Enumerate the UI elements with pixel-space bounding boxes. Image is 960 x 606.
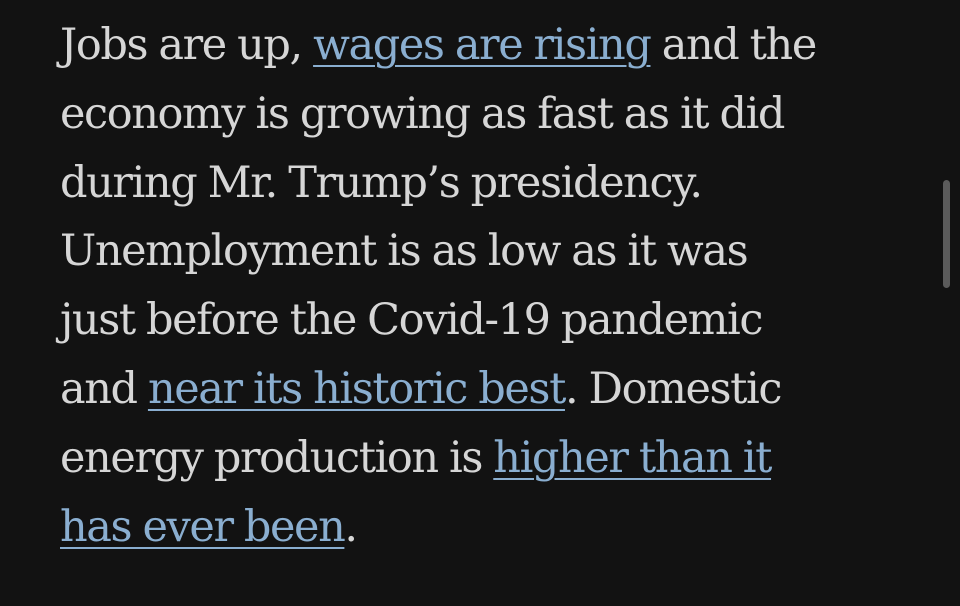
article-paragraph: Jobs are up, wages are rising and the ec… <box>60 11 920 561</box>
text-run: and <box>60 363 148 414</box>
link-higher-than-it-has-ever-been-continued[interactable]: has ever been <box>60 501 346 552</box>
paragraph-line-1: Jobs are up, wages are rising and the <box>60 11 920 80</box>
link-higher-than-it-has-ever-been[interactable]: higher than it <box>493 432 772 483</box>
text-run: and the <box>650 20 818 70</box>
paragraph-line-3: during Mr. Trump’s presidency. <box>60 157 703 208</box>
text-run: Jobs are up, <box>60 20 314 70</box>
link-near-its-historic-best[interactable]: near its historic best <box>147 363 566 414</box>
paragraph-line-6: and near its historic best. Domestic <box>60 355 920 424</box>
text-run: . Domestic <box>564 363 783 414</box>
paragraph-line-7: energy production is higher than it <box>60 424 920 493</box>
text-run: . <box>344 501 358 552</box>
link-wages-are-rising[interactable]: wages are rising <box>313 20 652 70</box>
paragraph-line-5: just before the Covid-19 pandemic <box>60 295 763 346</box>
paragraph-line-8: has ever been. <box>60 493 920 562</box>
paragraph-line-2: economy is growing as fast as it did <box>60 88 785 139</box>
text-run: energy production is <box>60 432 494 483</box>
paragraph-line-4: Unemployment is as low as it was <box>60 226 749 277</box>
scrollbar-thumb[interactable] <box>943 180 950 288</box>
